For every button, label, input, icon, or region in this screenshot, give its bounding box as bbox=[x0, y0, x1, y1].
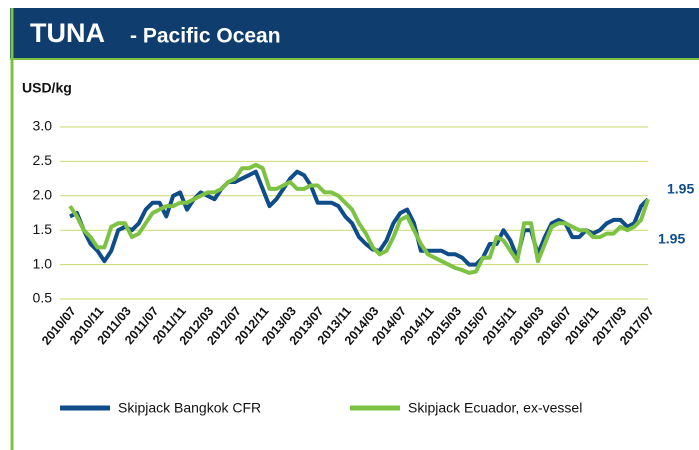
y-tick-label: 2.0 bbox=[33, 187, 53, 203]
legend-label: Skipjack Ecuador, ex-vessel bbox=[408, 400, 582, 416]
series-line bbox=[68, 162, 650, 275]
y-tick-label: 1.5 bbox=[33, 221, 53, 237]
y-axis-label: USD/kg bbox=[22, 80, 72, 96]
end-label: 1.95 bbox=[658, 231, 685, 247]
end-label: 1.95 bbox=[667, 181, 694, 197]
series-line bbox=[69, 169, 650, 267]
y-tick-label: 2.5 bbox=[33, 152, 53, 168]
header-bar bbox=[10, 8, 699, 58]
y-tick-label: 3.0 bbox=[33, 118, 53, 134]
y-tick-label: 0.5 bbox=[33, 290, 53, 306]
legend-label: Skipjack Bangkok CFR bbox=[118, 400, 261, 416]
y-tick-label: 1.0 bbox=[33, 255, 53, 271]
chart-title: TUNA bbox=[30, 18, 105, 48]
chart-subtitle: - Pacific Ocean bbox=[130, 25, 281, 48]
